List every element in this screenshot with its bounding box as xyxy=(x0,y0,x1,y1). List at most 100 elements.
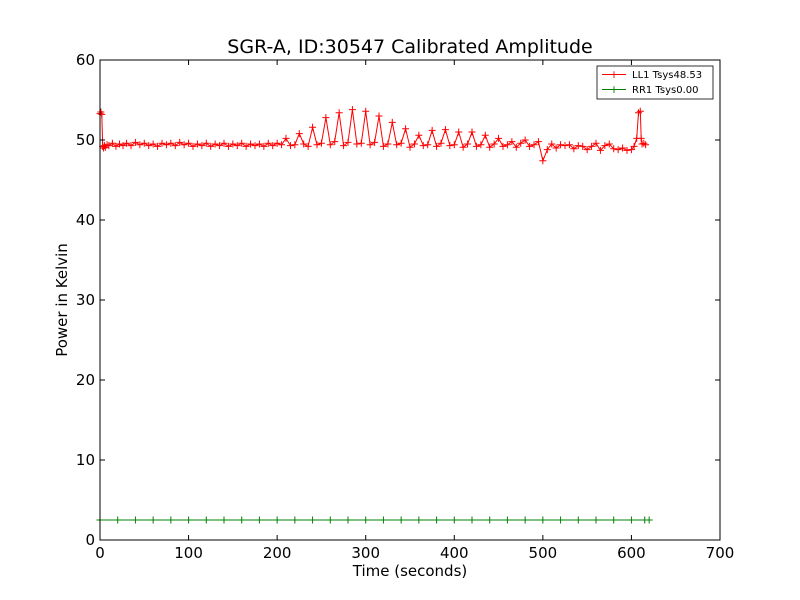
data-point xyxy=(419,142,427,150)
data-point xyxy=(526,142,534,150)
data-point xyxy=(588,142,596,150)
data-point xyxy=(207,142,215,150)
data-point xyxy=(635,109,643,117)
data-point xyxy=(123,139,131,147)
data-point xyxy=(371,138,379,146)
data-point xyxy=(326,141,334,149)
data-point xyxy=(539,516,547,524)
data-point xyxy=(503,141,511,149)
y-axis: 0 10 20 30 40 50 60 xyxy=(76,51,720,549)
chart-title: SGR-A, ID:30547 Calibrated Amplitude xyxy=(227,36,592,58)
data-point xyxy=(486,516,494,524)
data-point xyxy=(397,139,405,147)
data-point xyxy=(472,142,480,150)
series-markers-0 xyxy=(96,106,650,165)
data-point xyxy=(273,516,281,524)
data-point xyxy=(486,143,494,151)
data-point xyxy=(437,139,445,147)
legend-box xyxy=(596,65,714,100)
y-tick-label: 40 xyxy=(76,211,95,229)
data-point xyxy=(131,516,139,524)
plot-area xyxy=(96,106,653,524)
data-point xyxy=(638,140,646,148)
data-point xyxy=(162,141,170,149)
data-point xyxy=(119,142,127,150)
x-tick-label: 500 xyxy=(529,544,558,562)
y-tick-label: 10 xyxy=(76,451,95,469)
data-point xyxy=(154,142,162,150)
data-point xyxy=(158,139,166,147)
data-point xyxy=(273,139,281,147)
data-point xyxy=(362,516,370,524)
data-point xyxy=(512,143,520,151)
data-point xyxy=(255,516,263,524)
data-point xyxy=(251,142,259,150)
x-tick-label: 100 xyxy=(174,544,203,562)
data-point xyxy=(229,140,237,148)
data-point xyxy=(433,142,441,150)
data-point xyxy=(459,143,467,151)
data-point xyxy=(610,145,618,153)
data-point xyxy=(193,140,201,148)
data-point xyxy=(260,142,268,150)
data-point xyxy=(623,146,631,154)
data-point xyxy=(375,112,383,120)
data-point xyxy=(415,516,423,524)
data-point xyxy=(450,141,458,149)
data-point xyxy=(636,107,644,115)
legend: + LL1 Tsys48.53 + RR1 Tsys0.00 xyxy=(596,65,714,100)
data-point xyxy=(490,140,498,148)
x-tick-label: 700 xyxy=(706,544,735,562)
data-point xyxy=(410,140,418,148)
data-point xyxy=(415,131,423,139)
data-point xyxy=(441,126,449,134)
data-point xyxy=(619,144,627,152)
data-point xyxy=(98,110,106,118)
data-point xyxy=(366,141,374,149)
data-point xyxy=(198,142,206,150)
data-point xyxy=(216,142,224,150)
y-tick-label: 20 xyxy=(76,371,95,389)
data-point xyxy=(397,516,405,524)
data-point xyxy=(508,138,516,146)
x-tick-label: 400 xyxy=(440,544,469,562)
data-point xyxy=(211,140,219,148)
series-line-0 xyxy=(99,109,646,163)
data-point xyxy=(557,141,565,149)
data-point xyxy=(642,141,650,149)
data-point xyxy=(167,516,175,524)
data-point xyxy=(379,516,387,524)
data-point xyxy=(561,142,569,150)
legend-label-ll1: LL1 Tsys48.53 xyxy=(632,70,702,81)
data-point xyxy=(105,142,113,150)
data-point xyxy=(534,138,542,146)
data-point xyxy=(108,139,116,147)
data-point xyxy=(406,143,414,151)
data-point xyxy=(136,141,144,149)
data-point xyxy=(291,141,299,149)
data-point xyxy=(574,516,582,524)
data-point xyxy=(637,134,645,142)
x-tick-label: 300 xyxy=(351,544,380,562)
data-point xyxy=(402,125,410,133)
data-point xyxy=(344,138,352,146)
data-point xyxy=(185,516,193,524)
data-point xyxy=(548,140,556,148)
data-point xyxy=(503,516,511,524)
data-point xyxy=(521,516,529,524)
data-point xyxy=(322,114,330,122)
legend-label-rr1: RR1 Tsys0.00 xyxy=(632,85,699,96)
data-point xyxy=(424,141,432,149)
data-point xyxy=(149,140,157,148)
legend-marker-rr1: + xyxy=(609,83,618,96)
data-point xyxy=(291,516,299,524)
data-point xyxy=(583,146,591,154)
data-point xyxy=(171,142,179,150)
data-point xyxy=(247,140,255,148)
data-point xyxy=(353,140,361,148)
data-point xyxy=(127,142,135,150)
x-tick-label: 200 xyxy=(263,544,292,562)
data-point xyxy=(269,142,277,150)
data-point xyxy=(326,516,334,524)
